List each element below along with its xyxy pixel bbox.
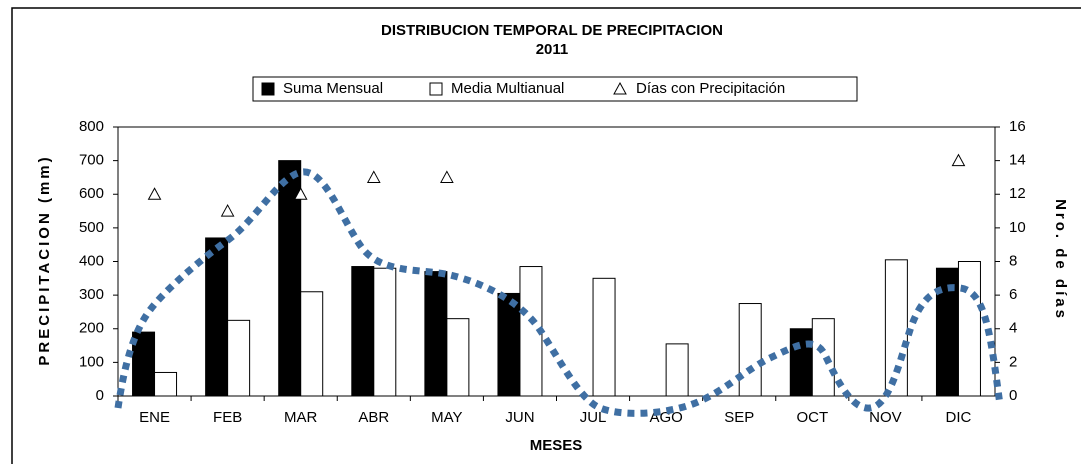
x-tick-label: DIC <box>946 409 972 426</box>
bar <box>884 259 908 397</box>
y-tick-label: 500 <box>79 219 104 236</box>
y-tick-label: 0 <box>96 387 104 404</box>
y2-tick-label: 0 <box>1009 387 1017 404</box>
y-axis-label: PRECIPITACION (mm) <box>36 154 53 365</box>
y2-tick-label: 10 <box>1009 219 1026 236</box>
y-tick-label: 100 <box>79 353 104 370</box>
legend-label: Días con Precipitación <box>636 80 785 97</box>
y2-tick-label: 4 <box>1009 320 1017 337</box>
y-tick-label: 600 <box>79 185 104 202</box>
bar <box>154 371 178 397</box>
x-tick-label: MAR <box>284 409 318 426</box>
bar <box>497 292 521 397</box>
y2-tick-label: 8 <box>1009 252 1017 269</box>
x-tick-label: OCT <box>796 409 828 426</box>
triangle-marker <box>951 153 966 167</box>
legend <box>252 76 858 102</box>
x-tick-label: ENE <box>139 409 170 426</box>
legend-label: Media Multianual <box>451 80 564 97</box>
x-tick-label: SEP <box>724 409 754 426</box>
chart-subtitle: 2011 <box>536 41 569 58</box>
x-axis-label: MESES <box>530 437 583 454</box>
frame <box>11 7 1081 469</box>
bar <box>424 271 448 397</box>
bar <box>132 331 156 397</box>
x-tick-label: MAY <box>431 409 462 426</box>
legend-marker <box>613 81 627 95</box>
bar <box>446 318 470 397</box>
triangle-marker <box>147 187 162 200</box>
triangle-marker <box>293 187 308 200</box>
bar <box>738 303 762 397</box>
y2-axis-label: Nro. de días <box>1052 199 1069 321</box>
triangle-marker <box>440 170 454 183</box>
bar <box>665 343 689 397</box>
bar <box>351 266 375 397</box>
y-tick-label: 200 <box>79 320 104 337</box>
x-tick-label: JUN <box>505 409 534 426</box>
legend-label: Suma Mensual <box>283 80 383 97</box>
bar <box>300 291 324 397</box>
y-tick-label: 800 <box>79 118 104 135</box>
bar <box>957 261 981 397</box>
legend-marker <box>429 82 443 96</box>
x-tick-label: JUL <box>580 409 607 426</box>
x-tick-label: ABR <box>358 409 389 426</box>
triangle-marker <box>366 170 381 183</box>
hand-drawn-curve <box>114 168 1004 417</box>
legend-marker <box>261 82 275 96</box>
bar <box>789 328 813 397</box>
y-tick-label: 400 <box>79 252 104 269</box>
bar <box>811 318 835 397</box>
chart-title: DISTRIBUCION TEMPORAL DE PRECIPITACION <box>381 22 723 39</box>
bar <box>227 319 251 397</box>
y-tick-label: 300 <box>79 286 104 303</box>
y2-tick-label: 14 <box>1009 152 1026 169</box>
triangle-marker <box>220 204 235 217</box>
bar <box>592 277 616 397</box>
y2-tick-label: 16 <box>1009 118 1026 135</box>
y2-tick-label: 2 <box>1009 353 1017 370</box>
y2-tick-label: 12 <box>1009 185 1026 202</box>
x-tick-label: NOV <box>869 409 902 426</box>
bar <box>373 267 397 397</box>
bar <box>278 160 302 397</box>
y2-tick-label: 6 <box>1009 286 1017 303</box>
x-tick-label: FEB <box>213 409 242 426</box>
y-tick-label: 700 <box>79 152 104 169</box>
bar <box>205 237 229 397</box>
